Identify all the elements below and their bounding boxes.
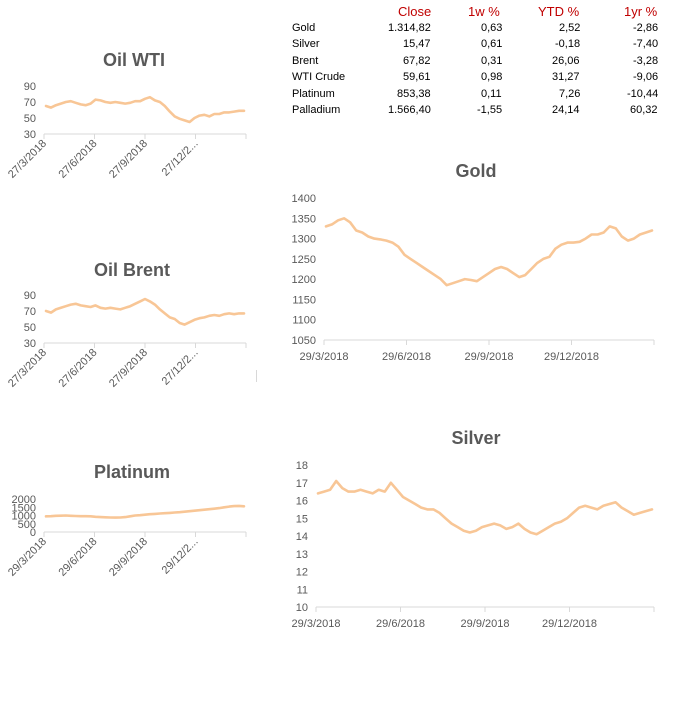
silver-title: Silver [451, 428, 500, 448]
text-cursor-icon [256, 370, 257, 382]
table-cell: 67,82 [403, 54, 431, 67]
platinum-y-tick-label: 0 [30, 527, 36, 539]
table-header-2: YTD % [538, 4, 580, 19]
oil-wti-y-tick-label: 70 [24, 97, 36, 109]
table-cell: -9,06 [633, 71, 659, 84]
table-cell: 2,52 [559, 22, 581, 34]
silver-x-tick-label: 29/9/2018 [461, 618, 510, 630]
table-cell: -3,28 [633, 54, 659, 67]
silver-y-tick-label: 10 [296, 602, 308, 614]
oil-wti-title: Oil WTI [103, 50, 165, 70]
gold-x-tick-label: 29/6/2018 [382, 351, 431, 363]
silver-x-tick-label: 29/6/2018 [376, 618, 425, 630]
table-cell: 1.566,40 [388, 104, 431, 116]
table-cell: 1.314,82 [388, 22, 431, 34]
table-header-1: 1w % [468, 4, 500, 19]
table-row-label: Gold [292, 22, 316, 34]
table-cell: 15,47 [403, 38, 431, 51]
gold-title: Gold [456, 161, 497, 181]
silver-y-tick-label: 16 [296, 496, 308, 508]
table-cell: 0,61 [481, 38, 503, 51]
gold-x-tick-label: 29/3/2018 [300, 351, 349, 363]
gold-y-tick-label: 1300 [292, 234, 316, 246]
oil-brent-y-tick-label: 30 [24, 338, 36, 350]
gold-y-tick-label: 1250 [292, 254, 316, 266]
gold-x-tick-label: 29/9/2018 [465, 351, 514, 363]
table-row-label: Silver [292, 38, 320, 51]
table-cell: 26,06 [552, 54, 580, 67]
table-row-label: Palladium [292, 104, 341, 116]
platinum-y-tick-label: 1000 [12, 511, 36, 523]
table-cell: 0,11 [481, 87, 502, 100]
silver-y-tick-label: 13 [296, 549, 308, 561]
table-cell: 60,32 [630, 104, 658, 116]
table-cell: 0,31 [481, 54, 503, 67]
table-row-label: Brent [292, 54, 319, 67]
platinum-series-line [44, 504, 246, 519]
gold-series-line [324, 217, 654, 287]
oil-brent-series-line [44, 297, 246, 326]
oil-wti-y-tick-label: 50 [24, 113, 36, 125]
platinum-y-tick-label: 2000 [12, 494, 36, 506]
gold-y-tick-label: 1350 [292, 213, 316, 225]
table-cell: 853,38 [397, 87, 431, 100]
table-cell: 24,14 [552, 104, 580, 116]
table-cell: 59,61 [403, 71, 431, 84]
silver-y-tick-label: 17 [296, 478, 308, 490]
oil-wti-y-tick-label: 90 [24, 81, 36, 93]
table-row-label: Platinum [292, 87, 335, 100]
platinum-y-tick-label: 1500 [12, 502, 36, 514]
gold-y-tick-label: 1150 [292, 294, 316, 306]
silver-x-tick-label: 29/3/2018 [292, 618, 341, 630]
oil-brent-title: Oil Brent [94, 260, 170, 280]
table-cell: 31,27 [552, 71, 580, 84]
table-cell: 7,26 [559, 87, 581, 100]
silver-y-tick-label: 11 [297, 584, 308, 596]
table-header-0: Close [398, 4, 432, 19]
table-cell: 0,63 [481, 22, 503, 34]
silver-y-tick-label: 12 [296, 567, 308, 579]
oil-wti-series-line [44, 95, 246, 124]
table-cell: -1,55 [477, 104, 503, 116]
table-cell: -7,40 [633, 38, 659, 51]
gold-y-tick-label: 1050 [292, 335, 316, 347]
oil-wti-y-tick-label: 30 [24, 129, 36, 141]
silver-series-line [316, 479, 654, 536]
silver-y-tick-label: 15 [296, 513, 308, 525]
table-cell: -0,18 [555, 38, 581, 51]
platinum-title: Platinum [94, 462, 170, 482]
oil-brent-y-tick-label: 90 [24, 290, 36, 302]
silver-x-tick-label: 29/12/2018 [542, 618, 597, 630]
gold-x-tick-label: 29/12/2018 [544, 351, 599, 363]
table-header-3: 1yr % [624, 4, 658, 19]
gold-y-tick-label: 1200 [292, 274, 316, 286]
table-cell: -10,44 [627, 87, 659, 100]
table-row-label: WTI Crude [292, 71, 346, 84]
platinum-y-tick-label: 500 [18, 519, 36, 531]
silver-y-tick-label: 14 [296, 531, 308, 543]
silver-y-tick-label: 18 [296, 460, 308, 472]
oil-brent-y-tick-label: 50 [24, 322, 36, 334]
table-cell: 0,98 [481, 71, 503, 84]
table-cell: -2,86 [633, 22, 659, 34]
gold-y-tick-label: 1400 [292, 193, 316, 205]
gold-y-tick-label: 1100 [292, 315, 316, 327]
oil-brent-y-tick-label: 70 [24, 306, 36, 318]
